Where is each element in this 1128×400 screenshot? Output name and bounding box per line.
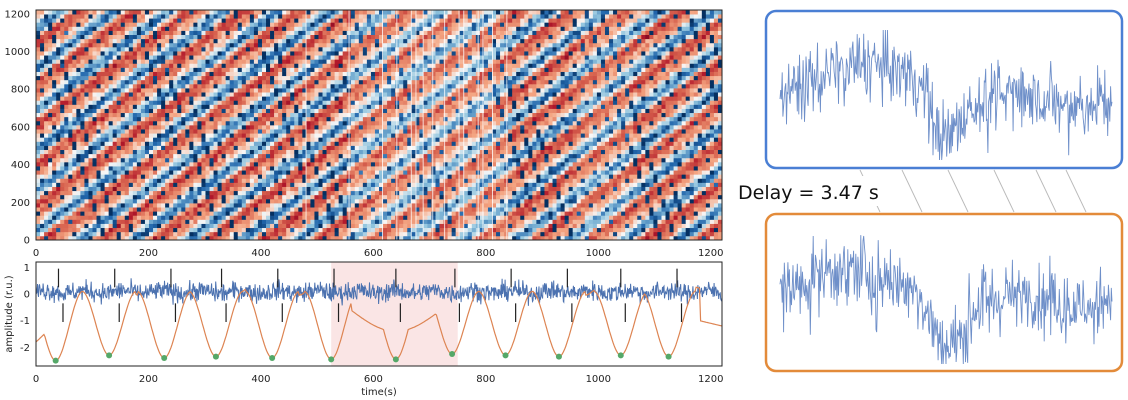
heatmap-x-tick: 200: [139, 248, 158, 259]
heatmap-y-ticks: 0 200 400 600 800 1000 1200: [5, 9, 30, 246]
minimum-point: [502, 352, 509, 359]
alignment-line: [947, 169, 969, 213]
signal-y-tick: 1: [24, 263, 30, 274]
signal-chart: 0 200 400 600 800 1000 1200 1 0 -1 -2 time(s) amp…: [4, 261, 724, 398]
heatmap-x-ticks: 0 200 400 600 800 1000 1200: [33, 248, 724, 259]
top-trace-box: [764, 9, 1124, 170]
delay-label: Delay = 3.47 s: [738, 182, 879, 204]
x-axis-label: time(s): [361, 387, 397, 398]
minimum-point: [106, 352, 113, 359]
heatmap-x-tick: 1000: [586, 248, 611, 259]
signal-x-tick: 400: [251, 374, 270, 385]
minimum-point: [52, 357, 59, 364]
minimum-point: [269, 355, 276, 361]
heatmap-y-tick: 600: [11, 122, 30, 133]
signal-x-tick: 1200: [698, 374, 723, 385]
alignment-line: [901, 169, 923, 213]
signal-y-tick: 0: [24, 290, 30, 301]
delay-label-bg: [736, 176, 886, 206]
heatmap-x-tick: 400: [251, 248, 270, 259]
minimum-point: [392, 356, 399, 363]
signal-x-ticks: 0 200 400 600 800 1000 1200: [33, 374, 724, 385]
minimum-point: [212, 353, 219, 360]
signal-x-tick: 800: [476, 374, 495, 385]
comparison-panels: Delay = 3.47 s: [736, 9, 1124, 373]
heatmap-y-tick: 400: [11, 160, 30, 171]
series-orange-envelope: [36, 286, 722, 362]
alignment-line: [993, 169, 1015, 213]
series-blue-signal: [36, 278, 722, 306]
heatmap-y-tick: 1000: [5, 47, 30, 58]
signal-frame: [35, 261, 723, 367]
event-markers: [57, 268, 683, 322]
heatmap-x-tick: 0: [33, 248, 39, 259]
minimum-point: [617, 352, 624, 359]
heatmap-y-tick: 0: [24, 236, 30, 247]
minimum-point: [665, 353, 672, 360]
highlight-region: [331, 262, 458, 366]
signal-y-ticks: 1 0 -1 -2: [20, 263, 30, 354]
bottom-trace-box: [764, 212, 1124, 373]
heatmap-y-tick: 200: [11, 198, 30, 209]
signal-x-tick: 0: [33, 374, 39, 385]
heatmap-chart: 0 200 400 600 800 1000 1200 0 200 400 600 800 1000 1…: [5, 9, 724, 259]
signal-x-tick: 200: [139, 374, 158, 385]
minimum-point: [328, 356, 335, 363]
signal-x-tick: 600: [364, 374, 383, 385]
signal-x-tick: 1000: [586, 374, 611, 385]
alignment-line: [1065, 169, 1087, 213]
heatmap-frame: [35, 9, 723, 241]
minimum-point: [449, 351, 456, 357]
minimum-point: [161, 355, 168, 361]
heatmap-x-tick: 600: [364, 248, 383, 259]
minima-points: [52, 351, 672, 364]
alignment-connectors: [859, 169, 1087, 213]
heatmap-x-tick: 800: [476, 248, 495, 259]
bottom-trace: [779, 235, 1113, 365]
signal-y-tick: -2: [20, 343, 30, 354]
heatmap-cells: [36, 10, 722, 240]
minimum-point: [555, 353, 562, 360]
heatmap-y-tick: 800: [11, 85, 30, 96]
heatmap-y-tick: 1200: [5, 9, 30, 20]
top-trace: [779, 29, 1113, 161]
signal-y-tick: -1: [20, 316, 30, 327]
alignment-line: [1035, 169, 1057, 213]
y-axis-label: amplitude (r.u.): [4, 275, 15, 353]
heatmap-x-tick: 1200: [698, 248, 723, 259]
